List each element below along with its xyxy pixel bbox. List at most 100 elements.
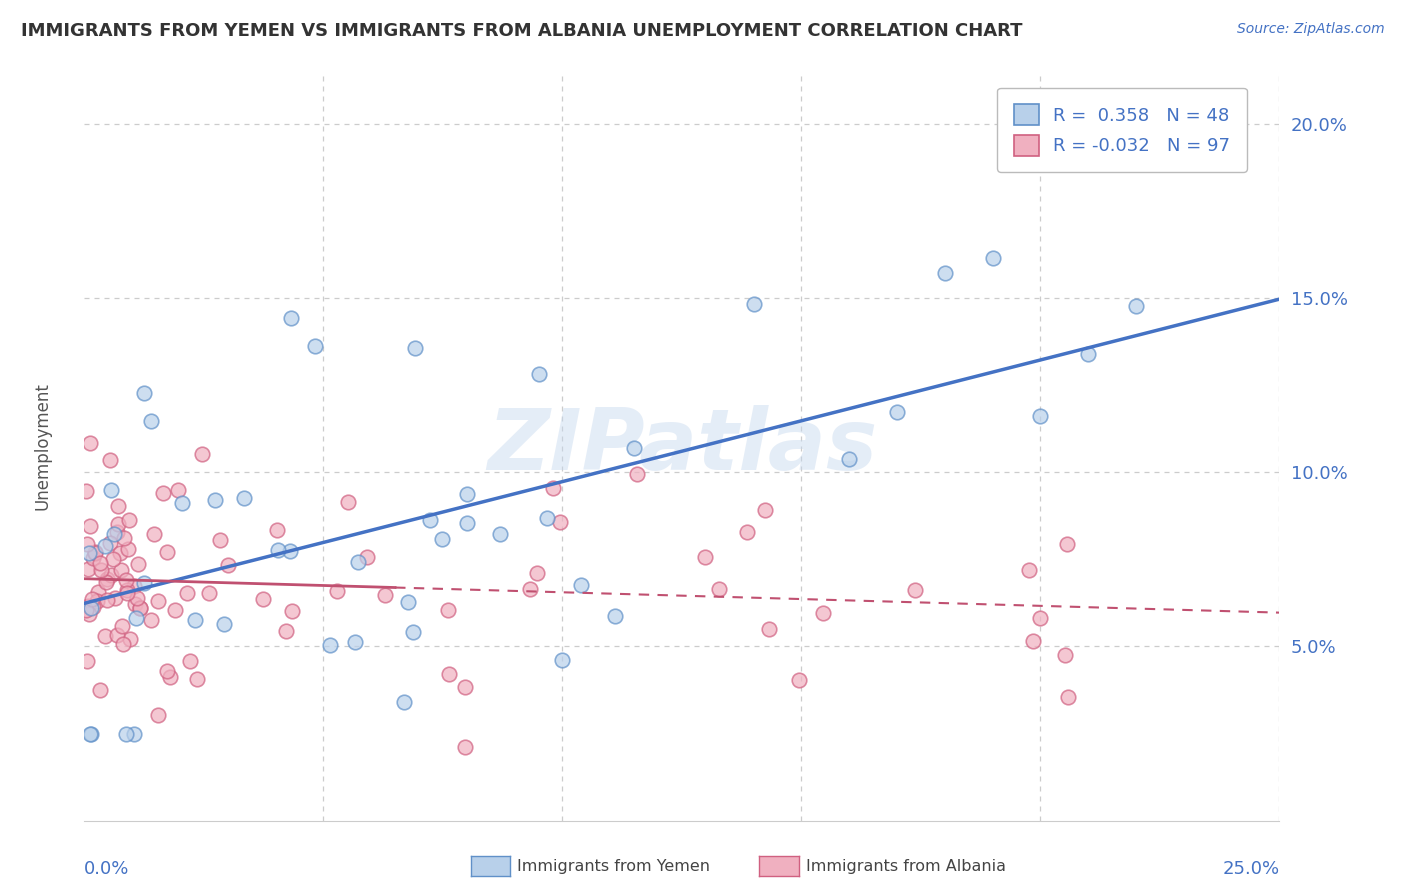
Text: 0.0%: 0.0% (84, 860, 129, 878)
Point (115, 573, 138, 587)
Point (112, 637, 135, 651)
Point (402, 624, 425, 639)
Point (77, 546, 100, 560)
Text: Source: ZipAtlas.com: Source: ZipAtlas.com (1237, 22, 1385, 37)
Point (374, 588, 396, 602)
Point (166, 483, 188, 498)
Point (82, 600, 104, 615)
Point (343, 635, 366, 649)
Point (79, 519, 101, 533)
Point (886, 405, 908, 419)
Point (198, 586, 221, 600)
Point (551, 652, 574, 666)
Point (319, 638, 342, 652)
Point (117, 542, 139, 557)
Point (118, 513, 141, 527)
Point (94, 540, 117, 554)
Point (128, 601, 150, 615)
Point (143, 527, 166, 541)
Point (217, 558, 239, 573)
Point (110, 564, 132, 578)
Point (104, 591, 127, 605)
Point (526, 566, 548, 580)
Point (76, 483, 98, 498)
Point (87, 584, 110, 599)
Point (266, 523, 288, 537)
Point (77, 562, 100, 576)
Point (569, 578, 592, 592)
Point (139, 613, 162, 627)
Point (456, 487, 478, 501)
Point (232, 491, 254, 505)
Point (1125, 299, 1147, 313)
Point (603, 609, 626, 624)
Point (519, 582, 541, 596)
Point (396, 595, 419, 609)
Point (548, 515, 571, 529)
Point (326, 584, 349, 599)
Point (527, 367, 550, 381)
Point (152, 485, 174, 500)
Point (122, 579, 145, 593)
Point (787, 673, 810, 688)
Point (838, 452, 860, 467)
Point (96, 593, 118, 607)
Point (1018, 563, 1040, 577)
Point (623, 441, 645, 455)
Text: 25.0%: 25.0% (1222, 860, 1279, 878)
Point (813, 606, 835, 620)
Point (172, 496, 194, 510)
Point (82, 550, 104, 565)
Point (122, 726, 145, 740)
Point (1057, 690, 1080, 704)
Point (80, 726, 103, 740)
Point (80, 592, 103, 607)
Point (103, 526, 125, 541)
Point (76, 654, 98, 668)
Point (117, 586, 139, 600)
Point (107, 499, 129, 513)
Point (758, 622, 780, 636)
Point (693, 549, 716, 564)
Point (128, 600, 150, 615)
Point (139, 414, 162, 428)
Point (89, 682, 111, 697)
Point (100, 536, 122, 550)
Point (453, 680, 475, 694)
Point (165, 603, 187, 617)
Point (430, 532, 453, 546)
Point (84, 544, 107, 558)
Point (437, 666, 460, 681)
Point (488, 527, 510, 541)
Point (125, 591, 148, 605)
Point (904, 583, 927, 598)
Point (356, 549, 378, 564)
Point (96, 575, 118, 590)
Point (304, 339, 326, 353)
Point (83, 546, 105, 560)
Point (100, 483, 122, 497)
Point (709, 582, 731, 596)
Point (134, 386, 156, 401)
Point (105, 628, 128, 642)
Point (86, 594, 108, 608)
Text: Immigrants from Yemen: Immigrants from Yemen (517, 859, 710, 873)
Text: ZIPatlas: ZIPatlas (486, 404, 877, 488)
Point (98, 452, 121, 467)
Point (280, 311, 302, 326)
Point (1028, 610, 1050, 624)
Point (184, 613, 207, 627)
Point (156, 544, 179, 558)
Point (208, 533, 231, 547)
Point (754, 503, 776, 517)
Point (626, 467, 648, 482)
Point (89, 556, 111, 570)
Point (454, 740, 477, 755)
Point (735, 524, 758, 539)
Point (934, 266, 956, 280)
Point (96, 572, 118, 586)
Text: Unemployment: Unemployment (34, 382, 51, 510)
Point (125, 611, 148, 625)
Point (742, 296, 765, 310)
Point (111, 619, 134, 633)
